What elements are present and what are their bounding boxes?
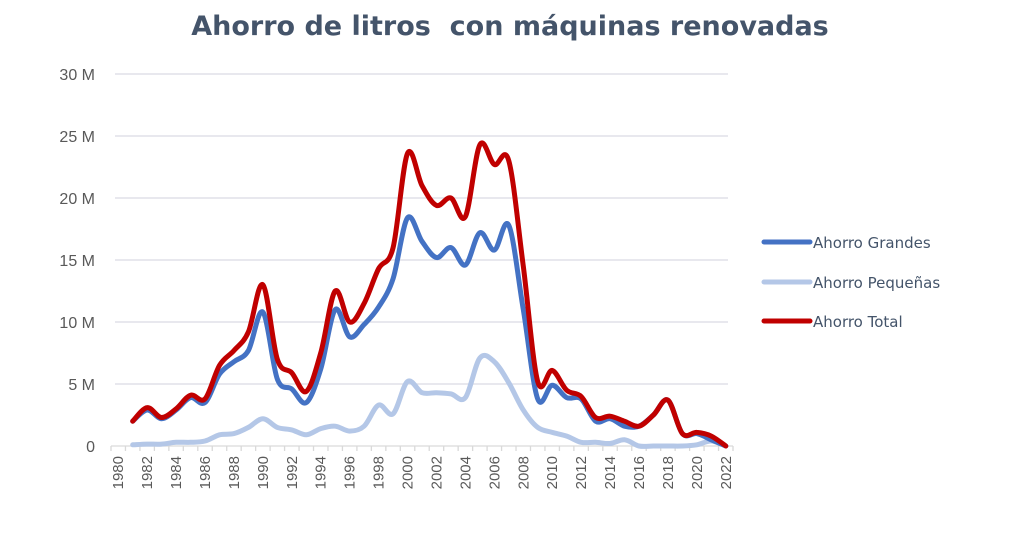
x-tick-label: 1982 [139, 456, 156, 489]
x-tick-label: 1988 [226, 456, 243, 489]
y-tick-label: 15 M [59, 253, 95, 270]
x-tick-label: 2004 [457, 456, 474, 489]
x-tick-label: 2000 [400, 456, 417, 489]
x-tick-label: 2016 [631, 456, 648, 489]
y-tick-label: 10 M [59, 315, 95, 332]
x-tick-label: 1984 [168, 456, 185, 489]
y-tick-label: 20 M [59, 191, 95, 208]
gridlines [115, 73, 728, 385]
series-line-ahorro-total [130, 140, 729, 449]
x-tick-label: 1994 [313, 456, 330, 489]
series-lines [130, 140, 729, 449]
legend-label: Ahorro Pequeñas [813, 274, 940, 292]
x-tick-label: 1986 [197, 456, 214, 489]
x-tick-label: 2002 [428, 456, 445, 489]
x-tick-label: 1992 [284, 456, 301, 489]
y-tick-label: 0 [86, 439, 95, 456]
x-tick-label: 2014 [602, 456, 619, 489]
x-tick-label: 1980 [110, 456, 127, 489]
x-tick-label: 2022 [718, 456, 735, 489]
legend-label: Ahorro Total [813, 313, 903, 331]
y-tick-label: 5 M [68, 377, 95, 394]
x-tick-label: 2018 [660, 456, 677, 489]
x-tick-label: 1998 [371, 456, 388, 489]
legend: Ahorro Grandes Ahorro Pequeñas Ahorro Tota… [761, 234, 940, 331]
y-tick-label: 25 M [59, 129, 95, 146]
legend-item-ahorro-pequenas: Ahorro Pequeñas [761, 274, 940, 292]
legend-item-ahorro-total: Ahorro Total [761, 313, 903, 331]
x-tick-label: 2008 [515, 456, 532, 489]
y-tick-label: 30 M [59, 67, 95, 84]
y-axis-ticks: 0 5 M 10 M 15 M 20 M 25 M 30 M [59, 67, 95, 456]
legend-item-ahorro-grandes: Ahorro Grandes [761, 234, 931, 252]
chart-title: Ahorro de litros con máquinas renovadas [191, 11, 829, 42]
x-tick-label: 1996 [342, 456, 359, 489]
series-line-ahorro-pequenas [130, 352, 729, 449]
x-axis: 1980 1982 1984 1986 1988 1990 1992 1994 1996 1998… [110, 445, 735, 489]
x-tick-label: 2006 [486, 456, 503, 489]
legend-label: Ahorro Grandes [813, 234, 931, 252]
x-tick-label: 2012 [573, 456, 590, 489]
x-tick-label: 2020 [689, 456, 706, 489]
series-line-ahorro-grandes [130, 214, 729, 449]
x-tick-label: 2010 [544, 456, 561, 489]
x-tick-label: 1990 [255, 456, 272, 489]
